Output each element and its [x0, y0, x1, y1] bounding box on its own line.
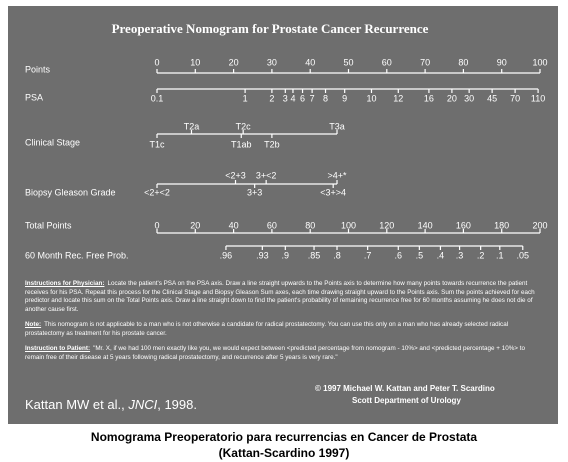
instruction-text: Locate the patient's PSA on the PSA axis… [25, 280, 535, 313]
tick-label: 200 [532, 220, 547, 230]
scale-name: PSA [25, 92, 43, 102]
tick-label: .05 [517, 250, 530, 260]
tick-label: 3+<2 [256, 170, 277, 180]
caption: Nomograma Preoperatorio para recurrencia… [90, 430, 478, 444]
instruction-text: This nomogram is not applicable to a man… [25, 321, 509, 337]
tick-label: 8 [323, 93, 328, 103]
instruction-heading: Instruction to Patient: [25, 345, 91, 352]
tick-label: <2+3 [225, 170, 246, 180]
tick-label: .5 [416, 250, 424, 260]
tick-label: 30 [464, 93, 474, 103]
tick-label: .1 [496, 250, 504, 260]
tick-label: 16 [424, 93, 434, 103]
tick-label: 50 [343, 57, 353, 67]
department: Scott Department of Urology [352, 396, 461, 405]
instruction: Note: This nomogram is not applicable to … [25, 321, 535, 338]
tick-label: 6 [300, 93, 305, 103]
title: Preoperative Nomogram for Prostate Cance… [112, 21, 429, 36]
tick-label: T2b [264, 139, 280, 149]
tick-label: 40 [305, 57, 315, 67]
tick-label: 1 [243, 93, 248, 103]
tick-label: 0 [154, 57, 159, 67]
tick-label: 40 [229, 220, 239, 230]
citation-authors: Kattan MW et al., [25, 397, 129, 412]
tick-label: 0 [154, 220, 159, 230]
tick-label: 12 [393, 93, 403, 103]
tick-label: 20 [190, 220, 200, 230]
tick-label: 20 [229, 57, 239, 67]
tick-label: 9 [342, 93, 347, 103]
tick-label: 60 [382, 57, 392, 67]
instruction-heading: Note: [25, 321, 42, 328]
tick-label: 160 [456, 220, 471, 230]
tick-label: T2c [236, 121, 252, 131]
tick-label: .2 [477, 250, 485, 260]
tick-label: 110 [531, 93, 545, 103]
instruction-text: "Mr. X, if we had 100 men exactly like y… [25, 345, 525, 361]
instruction-heading: Instructions for Physician: [25, 280, 105, 287]
tick-label: 140 [418, 220, 433, 230]
citation-year: , 1998. [157, 397, 197, 412]
tick-label: 10 [190, 57, 200, 67]
tick-label: 3 [283, 93, 288, 103]
tick-label: 100 [532, 57, 547, 67]
nomogram-panel [8, 6, 558, 424]
scale-name: Total Points [25, 220, 72, 230]
tick-label: 80 [458, 57, 468, 67]
tick-label: 80 [305, 220, 315, 230]
tick-label: T1c [149, 139, 165, 149]
tick-label: 10 [366, 93, 376, 103]
tick-label: T3a [329, 121, 345, 131]
tick-label: .85 [308, 250, 321, 260]
tick-label: .7 [364, 250, 372, 260]
tick-label: 70 [420, 57, 430, 67]
instruction: Instruction to Patient: "Mr. X, if we had… [25, 345, 535, 362]
tick-label: .6 [395, 250, 403, 260]
copyright: © 1997 Michael W. Kattan and Peter T. Sc… [315, 384, 495, 393]
tick-label: .96 [220, 250, 233, 260]
tick-label: .9 [282, 250, 290, 260]
tick-label: T2a [184, 121, 200, 131]
scale-name: 60 Month Rec. Free Prob. [25, 250, 129, 260]
citation: Kattan MW et al., JNCI, 1998. [25, 397, 197, 412]
instructions: Instructions for Physician: Locate the pa… [25, 280, 535, 369]
tick-label: .93 [256, 250, 269, 260]
nomogram: Preoperative Nomogram for Prostate Cance… [25, 21, 548, 260]
tick-label: 30 [267, 57, 277, 67]
citation-journal: JNCI [128, 397, 158, 412]
tick-label: 2 [269, 93, 274, 103]
instruction: Instructions for Physician: Locate the pa… [25, 280, 535, 314]
tick-label: .8 [333, 250, 341, 260]
tick-label: 7 [310, 93, 315, 103]
scale-name: Clinical Stage [25, 137, 80, 147]
tick-label: <3+>4 [320, 187, 346, 197]
tick-label: 3+3 [247, 187, 262, 197]
tick-label: 0.1 [151, 93, 164, 103]
scale-name: Points [25, 64, 51, 74]
tick-label: 70 [510, 93, 520, 103]
tick-label: T1ab [231, 139, 252, 149]
tick-label: 4 [290, 93, 295, 103]
tick-label: <2+<2 [144, 187, 170, 197]
tick-label: .4 [437, 250, 445, 260]
tick-label: 90 [497, 57, 507, 67]
tick-label: 45 [487, 93, 497, 103]
caption: (Kattan-Scardino 1997) [218, 446, 350, 460]
tick-label: .3 [456, 250, 464, 260]
tick-label: >4+* [327, 170, 347, 180]
scale-name: Biopsy Gleason Grade [25, 187, 116, 197]
tick-label: 180 [494, 220, 509, 230]
tick-label: 60 [267, 220, 277, 230]
tick-label: 20 [447, 93, 457, 103]
tick-label: 100 [341, 220, 356, 230]
tick-label: 120 [379, 220, 394, 230]
